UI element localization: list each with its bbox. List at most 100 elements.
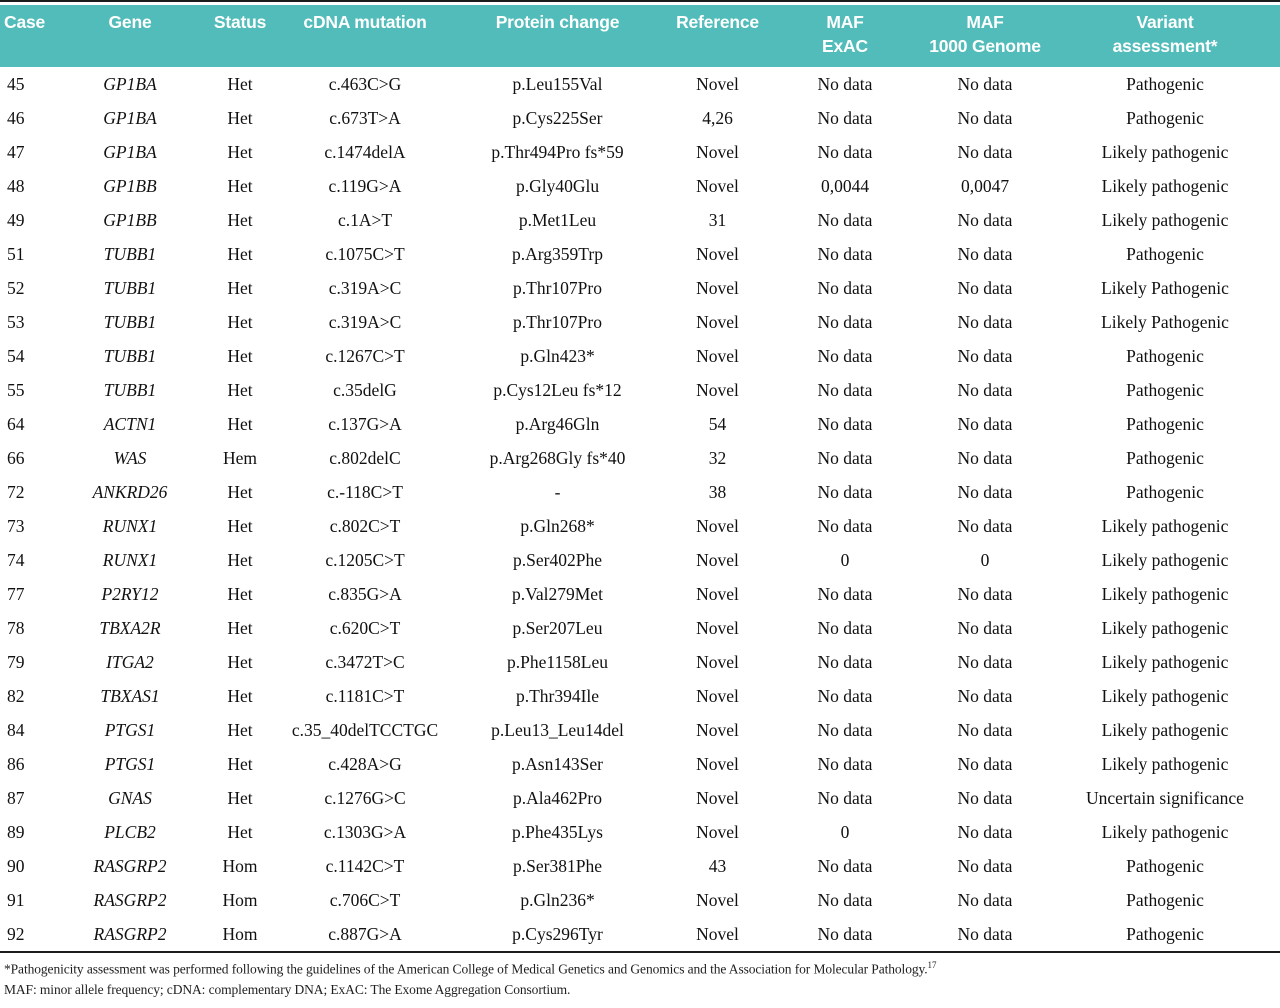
cell-protein: p.Ala462Pro xyxy=(513,787,602,808)
cell-assessment: Pathogenic xyxy=(1126,481,1204,502)
column-header-maf-exac: MAF ExAC xyxy=(770,5,920,67)
column-header-label: MAF xyxy=(826,12,864,32)
cell-maf-exac: No data xyxy=(817,753,873,774)
cell-case: 91 xyxy=(7,889,25,910)
table-row: 66 WAS Hem c.802delC p.Arg268Gly fs*40 32 No d… xyxy=(0,441,1280,475)
cell-assessment: Likely pathogenic xyxy=(1101,719,1229,740)
cell-maf-1000g: No data xyxy=(957,821,1013,842)
cell-reference: Novel xyxy=(696,243,739,264)
cell-cdna: c.1075C>T xyxy=(325,243,405,264)
cell-maf-exac: No data xyxy=(817,889,873,910)
cell-cdna: c.319A>C xyxy=(328,277,402,298)
cell-maf-exac: No data xyxy=(817,685,873,706)
cell-status: Het xyxy=(227,481,253,502)
table-row: 74 RUNX1 Het c.1205C>T p.Ser402Phe Novel 0 0 Lik… xyxy=(0,543,1280,577)
cell-status: Het xyxy=(227,209,253,230)
cell-gene: GP1BA xyxy=(103,107,157,128)
column-header-label: Status xyxy=(213,12,267,32)
cell-protein: p.Ser207Leu xyxy=(512,617,603,638)
column-header-variant-assessment: Variant assessment* xyxy=(1050,5,1280,67)
table-row: 52 TUBB1 Het c.319A>C p.Thr107Pro Novel No dat… xyxy=(0,271,1280,305)
cell-gene: TUBB1 xyxy=(103,345,157,366)
cell-cdna: c.1205C>T xyxy=(325,549,405,570)
cell-protein: p.Phe435Lys xyxy=(512,821,603,842)
cell-assessment: Likely pathogenic xyxy=(1101,175,1229,196)
cell-assessment: Likely pathogenic xyxy=(1101,141,1229,162)
cell-status: Het xyxy=(227,277,253,298)
cell-maf-1000g: No data xyxy=(957,311,1013,332)
column-header-label-line2: 1000 Genome xyxy=(929,36,1041,56)
column-header-cdna-mutation: cDNA mutation xyxy=(280,5,450,67)
cell-reference: Novel xyxy=(696,549,739,570)
table-row: 78 TBXA2R Het c.620C>T p.Ser207Leu Novel No da… xyxy=(0,611,1280,645)
table-bottom-rule xyxy=(0,951,1280,953)
cell-assessment: Pathogenic xyxy=(1126,447,1204,468)
cell-maf-exac: 0 xyxy=(840,549,850,570)
cell-reference: Novel xyxy=(696,379,739,400)
cell-case: 66 xyxy=(7,447,25,468)
cell-assessment: Pathogenic xyxy=(1126,107,1204,128)
cell-maf-exac: No data xyxy=(817,651,873,672)
cell-assessment: Likely pathogenic xyxy=(1101,209,1229,230)
column-header-label-line2: assessment* xyxy=(1112,36,1218,56)
cell-reference: Novel xyxy=(696,141,739,162)
cell-gene: GP1BB xyxy=(103,175,157,196)
cell-reference: Novel xyxy=(696,277,739,298)
cell-maf-exac: No data xyxy=(817,141,873,162)
cell-case: 46 xyxy=(7,107,25,128)
cell-cdna: c.3472T>C xyxy=(325,651,405,672)
cell-protein: p.Gln268* xyxy=(520,515,595,536)
cell-assessment: Pathogenic xyxy=(1126,889,1204,910)
cell-gene: ACTN1 xyxy=(103,413,157,434)
cell-reference: Novel xyxy=(696,175,739,196)
cell-cdna: c.119G>A xyxy=(328,175,402,196)
cell-case: 53 xyxy=(7,311,25,332)
column-header-label: Variant xyxy=(1136,12,1194,32)
cell-gene: RASGRP2 xyxy=(93,923,167,944)
cell-protein: p.Ser402Phe xyxy=(513,549,602,570)
cell-protein: p.Gln236* xyxy=(520,889,595,910)
cell-maf-exac: No data xyxy=(817,277,873,298)
cell-case: 55 xyxy=(7,379,25,400)
table-footnotes: *Pathogenicity assessment was performed … xyxy=(0,953,1280,1001)
cell-status: Het xyxy=(227,141,253,162)
cell-protein: - xyxy=(554,481,561,502)
cell-cdna: c.887G>A xyxy=(328,923,402,944)
cell-case: 90 xyxy=(7,855,25,876)
cell-protein: p.Phe1158Leu xyxy=(507,651,608,672)
column-header-label: Protein change xyxy=(495,12,620,32)
cell-cdna: c.1474delA xyxy=(324,141,406,162)
cell-cdna: c.706C>T xyxy=(329,889,401,910)
cell-status: Het xyxy=(227,73,253,94)
cell-case: 84 xyxy=(7,719,25,740)
cell-protein: p.Gln423* xyxy=(520,345,595,366)
cell-maf-1000g: No data xyxy=(957,583,1013,604)
cell-reference: Novel xyxy=(696,685,739,706)
table-row: 46 GP1BA Het c.673T>A p.Cys225Ser 4,26 No data… xyxy=(0,101,1280,135)
cell-maf-exac: No data xyxy=(817,209,873,230)
column-header-protein-change: Protein change xyxy=(450,5,665,67)
cell-maf-1000g: No data xyxy=(957,107,1013,128)
cell-gene: GNAS xyxy=(108,787,152,808)
cell-assessment: Likely pathogenic xyxy=(1101,515,1229,536)
cell-case: 73 xyxy=(7,515,25,536)
cell-maf-exac: No data xyxy=(817,73,873,94)
cell-status: Het xyxy=(227,617,253,638)
cell-assessment: Likely pathogenic xyxy=(1101,685,1229,706)
cell-protein: p.Ser381Phe xyxy=(513,855,602,876)
cell-cdna: c.137G>A xyxy=(328,413,402,434)
cell-protein: p.Met1Leu xyxy=(518,209,597,230)
cell-case: 86 xyxy=(7,753,25,774)
cell-protein: p.Leu155Val xyxy=(512,73,603,94)
cell-maf-1000g: No data xyxy=(957,209,1013,230)
cell-protein: p.Thr494Pro fs*59 xyxy=(491,141,624,162)
cell-protein: p.Cys225Ser xyxy=(512,107,603,128)
cell-cdna: c.1303G>A xyxy=(323,821,407,842)
cell-reference: 54 xyxy=(708,413,727,434)
cell-maf-1000g: No data xyxy=(957,617,1013,638)
cell-assessment: Uncertain significance xyxy=(1086,787,1244,808)
cell-protein: p.Thr394Ile xyxy=(515,685,600,706)
table-row: 89 PLCB2 Het c.1303G>A p.Phe435Lys Novel 0 No d… xyxy=(0,815,1280,849)
cell-case: 79 xyxy=(7,651,25,672)
cell-protein: p.Val279Met xyxy=(512,583,603,604)
